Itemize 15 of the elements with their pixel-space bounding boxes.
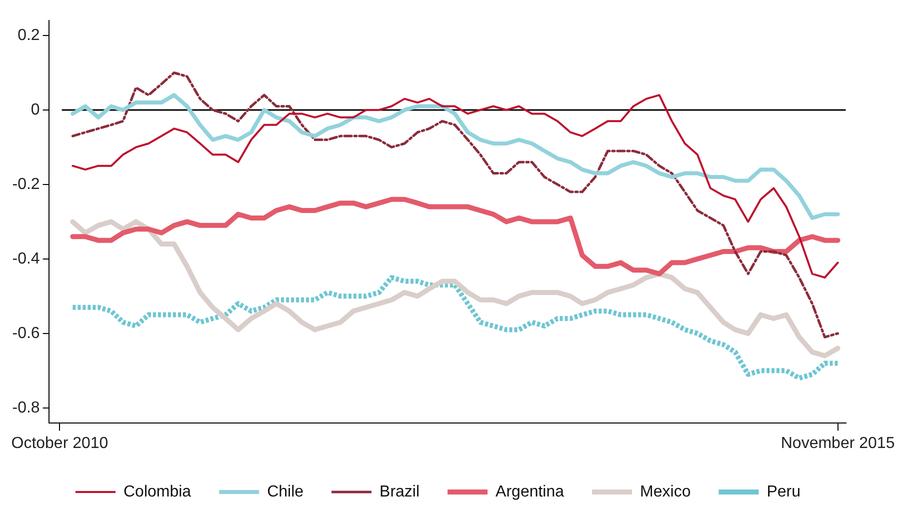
- legend-label: Colombia: [123, 483, 192, 500]
- y-tick-label: -0.8: [12, 399, 40, 416]
- y-tick-label: 0: [30, 101, 40, 118]
- legend-label: Chile: [267, 483, 304, 500]
- x-tick-label: October 2010: [11, 434, 108, 452]
- line-series: [71, 71, 840, 338]
- legend-label: Brazil: [380, 483, 420, 500]
- y-tick-label: 0.2: [18, 26, 40, 44]
- y-tick-label: -0.2: [12, 176, 40, 193]
- y-tick-label: -0.4: [12, 250, 40, 268]
- y-tick-label: -0.6: [12, 324, 40, 342]
- legend-label: Mexico: [640, 483, 691, 500]
- legend-label: Peru: [766, 483, 801, 500]
- legend-label: Argentina: [496, 483, 564, 500]
- x-tick-label: November 2015: [780, 434, 895, 452]
